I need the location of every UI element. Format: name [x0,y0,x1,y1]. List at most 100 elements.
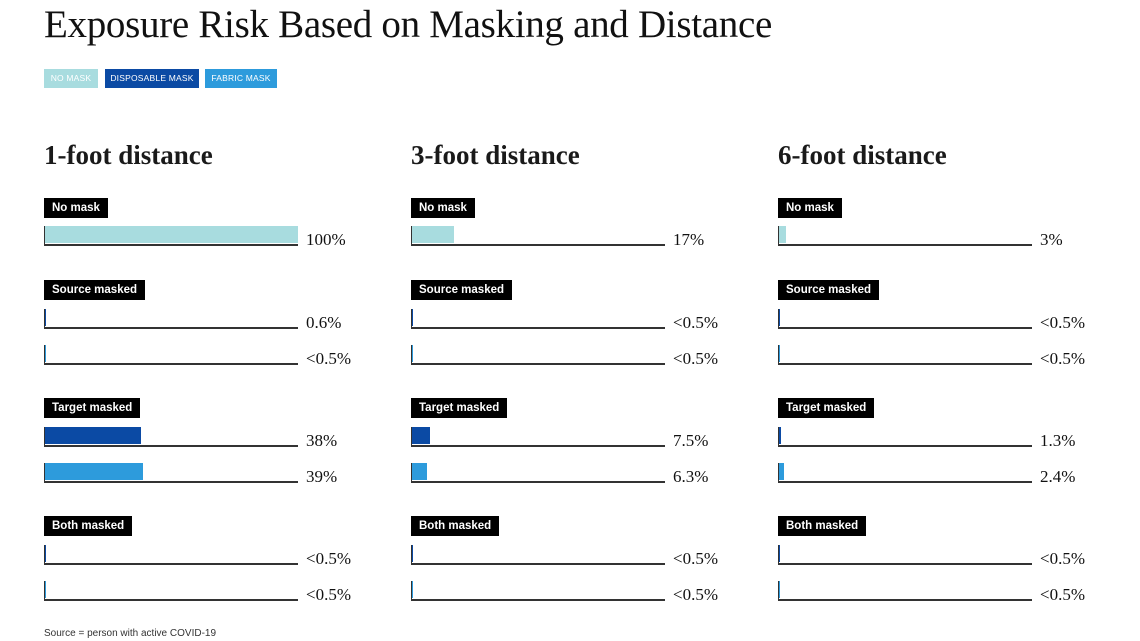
bar-value-label: 6.3% [673,467,709,486]
bar-baseline [778,445,1032,447]
bar [44,581,46,598]
bar [411,309,413,326]
bar-value-label: <0.5% [1040,585,1085,604]
panel-title: 6-foot distance [778,140,947,170]
bar-value-label: 39% [306,467,338,486]
group-label: Source masked [411,280,513,300]
chart-panel: 1-foot distance No mask 100% Source masked 0… [44,0,404,641]
bar [411,545,413,562]
bar-axis-tick [778,581,779,601]
bar-track [411,309,665,329]
bar-baseline [44,363,298,365]
bar-axis-tick [778,545,779,565]
bar [44,309,46,326]
bar-track [778,345,1032,365]
bar-axis-tick [44,581,45,601]
group-label: No mask [44,198,108,218]
group-label: No mask [778,198,842,218]
bar [44,345,46,362]
bar-track [778,581,1032,601]
bar-track [411,545,665,565]
bar-baseline [44,563,298,565]
group-label: Source masked [778,280,880,300]
bar-track [411,581,665,601]
bar-track [411,463,665,483]
legend-item-no-mask: NO MASK [44,69,98,88]
bar-baseline [411,599,665,601]
bar-axis-tick [411,345,412,365]
bar [44,427,141,444]
bar [411,463,427,480]
bar-value-label: 17% [673,230,705,249]
legend-item-disposable-mask: DISPOSABLE MASK [105,69,199,88]
group-label: No mask [411,198,475,218]
bar-axis-tick [44,345,45,365]
group-label: Source masked [44,280,146,300]
panel-title: 3-foot distance [411,140,580,170]
group-label: Both masked [44,516,133,536]
bar-axis-tick [44,463,45,483]
bar-value-label: <0.5% [1040,349,1085,368]
bar-baseline [44,327,298,329]
bar-axis-tick [44,545,45,565]
bar-axis-tick [778,463,779,483]
bar [778,345,780,362]
panel-title: 1-foot distance [44,140,213,170]
bar-value-label: <0.5% [673,585,718,604]
bar-axis-tick [44,309,45,329]
bar-baseline [778,327,1032,329]
bar-baseline [778,599,1032,601]
bar-track [778,545,1032,565]
bar-value-label: <0.5% [1040,313,1085,332]
chart-panel: 6-foot distance No mask 3% Source masked <0.… [778,0,1138,641]
bar-axis-tick [778,345,779,365]
bar [44,226,298,243]
bar-value-label: <0.5% [306,585,351,604]
bar-value-label: <0.5% [673,313,718,332]
bar-baseline [778,244,1032,246]
bar-axis-tick [411,581,412,601]
bar-track [44,309,298,329]
bar-value-label: <0.5% [306,549,351,568]
bar-track [44,581,298,601]
bar-track [411,427,665,447]
bar-value-label: 7.5% [673,431,709,450]
bar [411,427,431,444]
bar-value-label: 2.4% [1040,467,1076,486]
bar-baseline [411,244,665,246]
bar-baseline [778,363,1032,365]
bar-axis-tick [778,226,779,246]
bar-axis-tick [778,309,779,329]
bar-axis-tick [44,427,45,447]
bar-axis-tick [778,427,779,447]
chart-panel: 3-foot distance No mask 17% Source masked <0… [411,0,771,641]
bar-value-label: 3% [1040,230,1063,249]
bar-value-label: 0.6% [306,313,342,332]
bar [778,427,782,444]
group-label: Target masked [44,398,141,418]
source-note: Source = person with active COVID-19 [44,628,217,639]
bar-track [778,463,1032,483]
bar [778,463,785,480]
group-label: Target masked [411,398,508,418]
bar-track [44,226,298,246]
bar-track [778,226,1032,246]
bar-track [44,545,298,565]
bar-value-label: <0.5% [1040,549,1085,568]
bar-baseline [44,244,298,246]
bar-axis-tick [411,427,412,447]
bar-value-label: 100% [306,230,346,249]
bar-track [44,463,298,483]
bar-baseline [411,363,665,365]
bar-axis-tick [44,226,45,246]
bar [44,545,46,562]
bar-baseline [411,481,665,483]
bar-baseline [778,481,1032,483]
bar [411,226,455,243]
bar-value-label: <0.5% [673,549,718,568]
chart-title: Exposure Risk Based on Masking and Dista… [44,3,772,46]
bar-baseline [44,481,298,483]
legend-item-fabric-mask: FABRIC MASK [205,69,277,88]
bar-track [778,427,1032,447]
bar-track [411,345,665,365]
